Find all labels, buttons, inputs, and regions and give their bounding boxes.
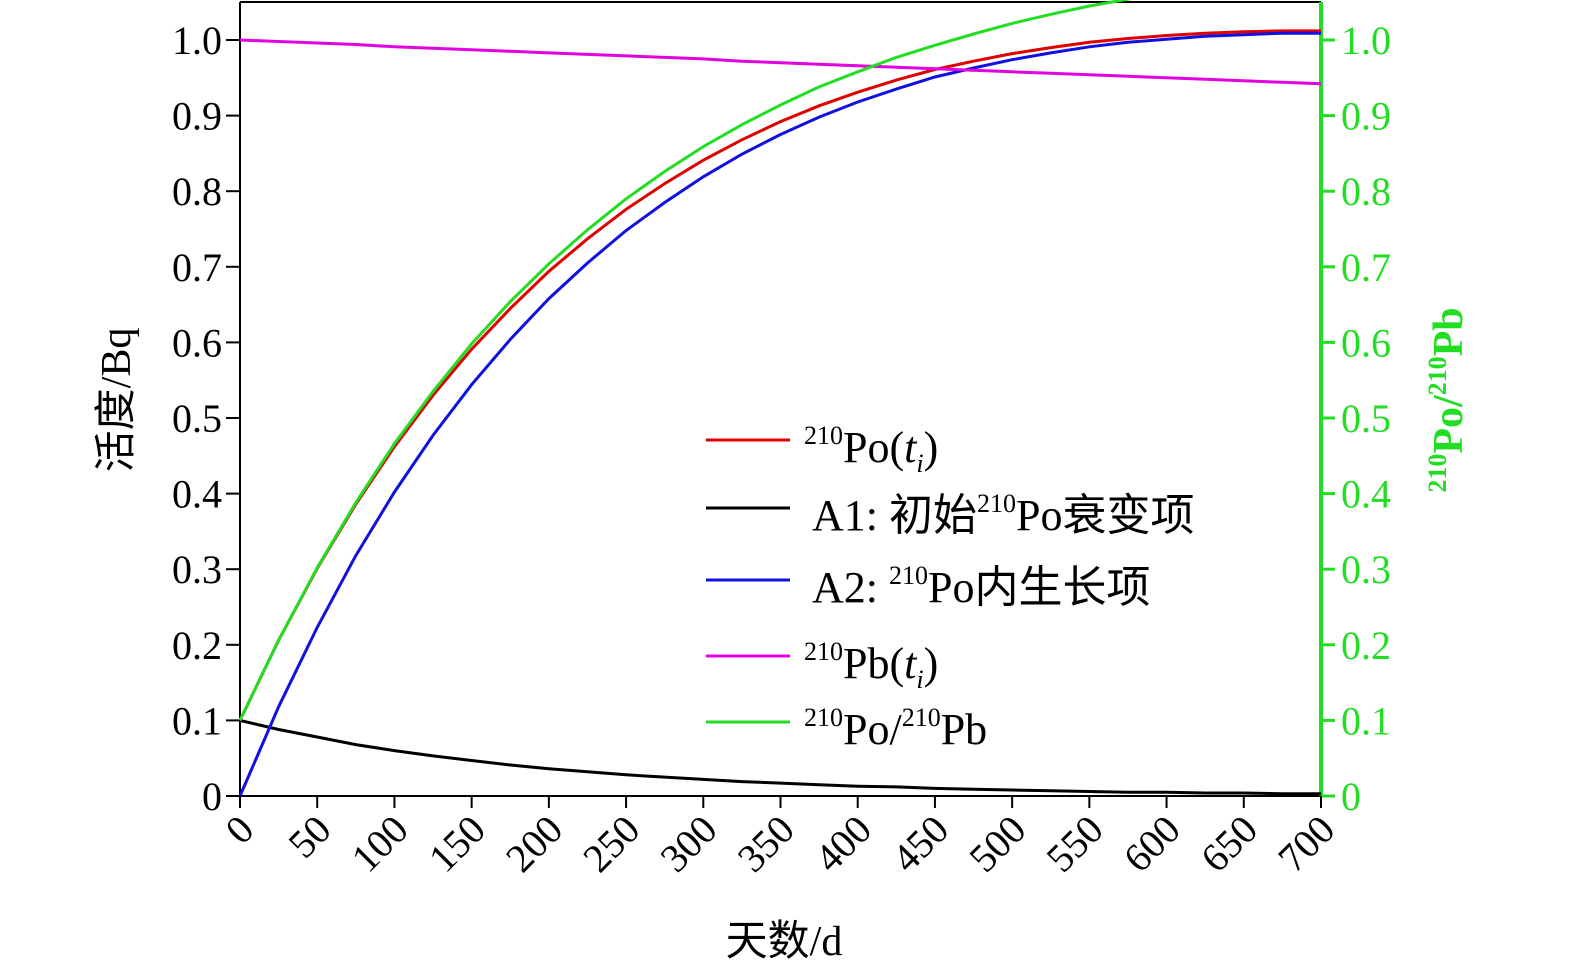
x-tick-label: 250 (574, 807, 648, 881)
legend-item-a1: A1: 初始210Po衰变项 (706, 489, 1194, 540)
legend-label: A1: 初始210Po衰变项 (812, 489, 1194, 540)
y-tick-label: 1.0 (172, 18, 222, 63)
legend-item-ratio: 210Po/210Pb (706, 703, 987, 754)
x-tick-label: 600 (1115, 807, 1189, 881)
legend-label: A2: 210Po内生长项 (812, 561, 1150, 612)
legend: 210Po(ti) A1: 初始210Po衰变项 A2: 210Po内生长项 210P… (706, 421, 1194, 754)
x-tick-label: 700 (1269, 807, 1343, 881)
series-lines (238, 0, 1322, 797)
y2-tick-label: 0.3 (1341, 547, 1391, 592)
x-axis-title: 天数/d (726, 919, 843, 965)
series-line-pb210 (239, 38, 1322, 86)
x-tick-label: 50 (279, 807, 339, 867)
y-tick-label: 0.5 (172, 396, 222, 441)
y2-tick-label: 0.9 (1341, 94, 1391, 139)
y-tick-label: 0.6 (172, 320, 222, 365)
y-tick-label: 0.8 (172, 169, 222, 214)
x-tick-label: 300 (651, 807, 725, 881)
legend-label: 210Po/210Pb (804, 703, 987, 754)
legend-item-a2: A2: 210Po内生长项 (706, 561, 1150, 612)
x-tick-label: 350 (729, 807, 803, 881)
y-axis-title: 活度/Bq (94, 328, 140, 473)
y2-tick-label: 0.5 (1341, 396, 1391, 441)
y2-tick-label: 0.1 (1341, 698, 1391, 743)
x-tick-label: 450 (883, 807, 957, 881)
x-tick-label: 0 (216, 807, 262, 853)
x-tick-label: 550 (1037, 807, 1111, 881)
y2-tick-label: 0 (1341, 774, 1361, 819)
y-tick-label: 0.1 (172, 698, 222, 743)
y2-tick-label: 0.7 (1341, 245, 1391, 290)
x-tick-label: 400 (806, 807, 880, 881)
x-tick-label: 500 (960, 807, 1034, 881)
y2-tick-label: 0.4 (1341, 472, 1391, 517)
right-axis: 0 0.1 0.2 0.3 0.4 0.5 0.6 0.7 0.8 0.9 1.0 (1321, 18, 1391, 819)
y-tick-label: 0.9 (172, 94, 222, 139)
y2-tick-label: 0.8 (1341, 169, 1391, 214)
y-tick-label: 0.3 (172, 547, 222, 592)
legend-item-pb210: 210Pb(ti) (706, 637, 938, 694)
y-tick-label: 0.4 (172, 472, 222, 517)
y2-tick-label: 1.0 (1341, 18, 1391, 63)
y2-axis-title: 210Po/210Pb (1423, 307, 1472, 492)
series-line-a1 (239, 718, 1321, 796)
x-tick-label: 650 (1192, 807, 1266, 881)
x-tick-label: 200 (497, 807, 571, 881)
x-axis: 0 50 100 150 200 250 300 350 400 450 500 550 600 650 7… (216, 796, 1343, 881)
y-tick-label: 0 (202, 774, 222, 819)
y2-tick-label: 0.2 (1341, 623, 1391, 668)
legend-item-po210: 210Po(ti) (706, 421, 938, 478)
x-tick-label: 100 (343, 807, 417, 881)
y2-tick-label: 0.6 (1341, 320, 1391, 365)
x-tick-label: 150 (420, 807, 494, 881)
y-tick-label: 0.7 (172, 245, 222, 290)
series-line-ratio (238, 0, 1133, 722)
series-line-po210 (238, 29, 1321, 722)
y-tick-label: 0.2 (172, 623, 222, 668)
left-axis: 0 0.1 0.2 0.3 0.4 0.5 0.6 0.7 0.8 0.9 1.0 (172, 18, 240, 819)
legend-label: 210Pb(ti) (804, 637, 938, 694)
series-line-a2 (238, 31, 1321, 797)
legend-label: 210Po(ti) (804, 421, 938, 478)
